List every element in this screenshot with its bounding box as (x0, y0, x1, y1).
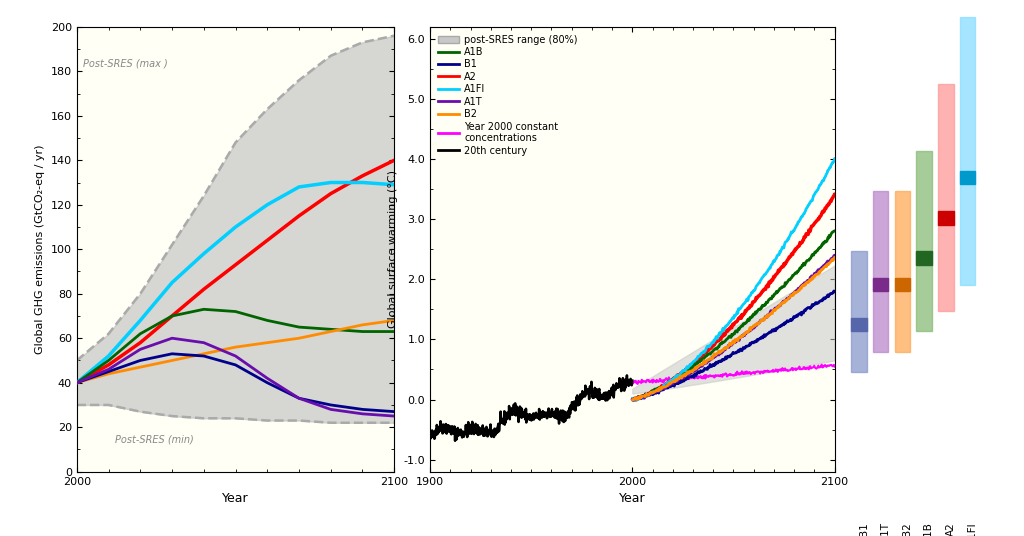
Text: A1T: A1T (881, 522, 891, 536)
Bar (851, 318, 866, 331)
Text: Post-SRES (max ): Post-SRES (max ) (83, 59, 168, 69)
Text: B2: B2 (902, 522, 912, 535)
X-axis label: Year: Year (618, 492, 646, 505)
Text: A1FI: A1FI (968, 522, 978, 536)
Bar (961, 17, 975, 285)
Text: Post-SRES (min): Post-SRES (min) (115, 435, 194, 445)
Legend: post-SRES range (80%), A1B, B1, A2, A1FI, A1T, B2, Year 2000 constant
concentrat: post-SRES range (80%), A1B, B1, A2, A1FI… (435, 32, 581, 159)
Bar (895, 278, 910, 292)
Bar (916, 251, 932, 265)
Text: A1B: A1B (924, 522, 934, 536)
X-axis label: Year: Year (222, 492, 249, 505)
Y-axis label: Global surface warming (°C): Global surface warming (°C) (388, 170, 398, 328)
Y-axis label: Global GHG emissions (GtCO₂-eq / yr): Global GHG emissions (GtCO₂-eq / yr) (35, 145, 45, 354)
Bar (872, 278, 888, 292)
Bar (938, 211, 953, 225)
Bar (938, 84, 953, 311)
Bar (872, 191, 888, 352)
Bar (961, 171, 975, 184)
Bar (916, 151, 932, 331)
Bar (851, 251, 866, 371)
Text: B1: B1 (859, 522, 869, 535)
Text: A2: A2 (946, 522, 956, 535)
Bar (895, 191, 910, 352)
